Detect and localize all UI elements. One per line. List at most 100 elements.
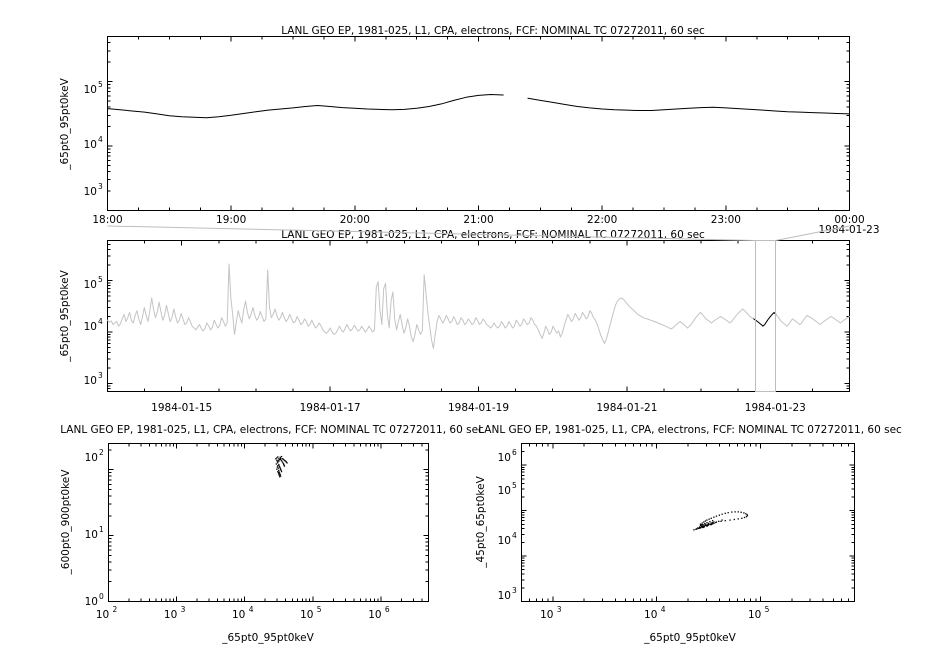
scatter-point: [280, 470, 283, 473]
scatter-point: [280, 469, 282, 472]
br-ytick-1e6-exp: 6: [512, 448, 517, 457]
bl-ytick-1e2: 10: [85, 452, 98, 464]
bottom-right-ylabel: _45pt0_65pt0keV: [475, 475, 487, 568]
middle-panel-context-line: [107, 263, 850, 349]
bottom-left-x-tickmarks: [108, 443, 429, 602]
br-ytick-1e4: 10: [498, 535, 511, 547]
bottom-left-y-tickmarks: [108, 449, 429, 602]
scatter-point: [710, 523, 712, 526]
bottom-left-y-ticks: 10 0 10 1 10 2: [85, 448, 104, 608]
scatter-point: [280, 460, 283, 462]
br-ytick-1e6: 10: [498, 452, 511, 464]
top-xtick-label: 22:00: [587, 214, 617, 226]
bottom-left-xlabel: _65pt0_95pt0keV: [221, 632, 314, 644]
scatter-point: [697, 527, 699, 529]
scatter-point: [278, 469, 280, 472]
scatter-point: [710, 522, 712, 524]
br-ytick-1e5-exp: 5: [512, 481, 517, 490]
scatter-point: [277, 472, 279, 474]
scatter-xtick-label: 10: [232, 609, 245, 621]
scatter-xtick-exp: 3: [557, 605, 562, 614]
scatter-point: [710, 517, 712, 519]
middle-ytick-1e4: 10: [84, 321, 97, 333]
bottom-right-y-tickmarks: [521, 443, 855, 602]
scatter-xtick-exp: 4: [661, 605, 666, 614]
scatter-point: [279, 474, 281, 476]
top-xtick-label: 00:00: [834, 214, 864, 226]
scatter-point: [278, 460, 280, 462]
top-panel-x-ticklabels: 18:00 19:00 20:00 21:00 22:00 23:00 00:00: [92, 214, 864, 226]
scatter-point: [279, 466, 281, 468]
bl-ytick-1e0-exp: 0: [99, 592, 104, 601]
scatter-point: [701, 524, 703, 526]
scatter-xtick-label: 10: [96, 609, 109, 621]
panel-bottom-left: LANL GEO EP, 1981-025, L1, CPA, electron…: [60, 424, 484, 644]
scatter-point: [701, 522, 703, 524]
scatter-xtick-label: 10: [164, 609, 177, 621]
scatter-point: [284, 460, 287, 462]
scatter-point: [702, 523, 704, 526]
scatter-point: [733, 518, 735, 521]
middle-ytick-1e5: 10: [84, 279, 97, 291]
middle-panel-ylabel: _65pt0_95pt0keV: [59, 269, 71, 362]
scatter-point: [286, 462, 288, 464]
scatter-point: [711, 523, 714, 525]
scatter-point: [281, 458, 284, 460]
top-xtick-label: 18:00: [92, 214, 122, 226]
scatter-point: [276, 459, 278, 461]
scatter-point: [699, 527, 702, 529]
scatter-xtick-exp: 3: [181, 605, 186, 614]
scatter-point: [703, 525, 705, 527]
scatter-point: [281, 461, 284, 463]
scatter-point: [278, 465, 280, 467]
scatter-point: [283, 464, 285, 466]
scatter-point: [741, 517, 743, 519]
top-ytick-1e5: 10: [84, 84, 97, 96]
scatter-point: [707, 522, 710, 525]
mid-xtick-label: 1984-01-21: [596, 402, 657, 414]
bottom-left-scatter-points: [275, 455, 288, 478]
scatter-point: [278, 458, 280, 460]
middle-panel-y-tickmarks: [107, 240, 850, 392]
scatter-point: [706, 519, 708, 521]
mid-xtick-label: 1984-01-23: [745, 402, 806, 414]
scatter-point: [715, 515, 718, 517]
scatter-point: [703, 525, 706, 527]
top-ytick-1e4-exp: 4: [98, 135, 103, 144]
top-xtick-label: 21:00: [463, 214, 493, 226]
scatter-point: [737, 518, 739, 520]
scatter-point: [693, 529, 695, 531]
bl-ytick-1e0: 10: [85, 596, 98, 608]
bottom-left-ylabel: _600pt0_900pt0keV: [60, 469, 72, 576]
br-ytick-1e5: 10: [498, 485, 511, 497]
scatter-point: [276, 468, 278, 470]
scatter-point: [706, 525, 708, 527]
scatter-point: [278, 464, 280, 466]
scatter-point: [718, 514, 721, 516]
scatter-point: [713, 521, 715, 523]
scatter-xtick-label: 10: [644, 609, 657, 621]
scatter-xtick-exp: 4: [249, 605, 254, 614]
scatter-xtick-exp: 5: [765, 605, 770, 614]
scatter-point: [704, 523, 707, 525]
scatter-point: [740, 511, 742, 513]
scatter-xtick-label: 10: [748, 609, 761, 621]
scatter-point: [745, 516, 748, 518]
zoom-connector-right: [775, 225, 850, 241]
top-xtick-label: 19:00: [216, 214, 246, 226]
scatter-xtick-exp: 5: [317, 605, 322, 614]
top-ytick-1e4: 10: [84, 139, 97, 151]
zoom-region-box[interactable]: [755, 240, 776, 392]
top-panel-date-label: 1984-01-23: [818, 224, 879, 236]
top-xtick-label: 23:00: [711, 214, 741, 226]
scatter-point: [704, 524, 707, 526]
scatter-point: [698, 527, 701, 529]
scatter-point: [278, 473, 280, 475]
bl-ytick-1e2-exp: 2: [99, 448, 104, 457]
zoom-connector-left: [107, 225, 756, 241]
top-panel-data-line: [107, 94, 850, 119]
scatter-point: [706, 522, 708, 524]
scatter-point: [737, 511, 739, 513]
top-ytick-1e3: 10: [84, 186, 97, 198]
